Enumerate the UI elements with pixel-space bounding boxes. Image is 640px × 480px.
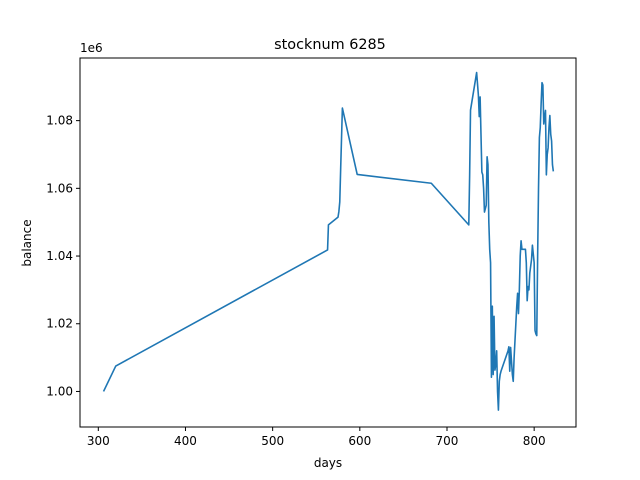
- y-tick-label: 1.08: [46, 114, 73, 128]
- x-tick-label: 600: [348, 434, 371, 448]
- x-tick-label: 700: [436, 434, 459, 448]
- x-tick-label: 800: [523, 434, 546, 448]
- y-offset-label: 1e6: [80, 41, 103, 55]
- y-axis-label: balance: [20, 219, 34, 266]
- series-line-0: [102, 71, 555, 411]
- x-axis: 300 400 500 600 700 800: [87, 427, 546, 448]
- y-tick-label: 1.06: [46, 181, 73, 195]
- y-tick-label: 1.00: [46, 384, 73, 398]
- x-tick-label: 500: [261, 434, 284, 448]
- x-axis-label: days: [314, 456, 342, 470]
- y-tick-label: 1.04: [46, 249, 73, 263]
- chart-title: stocknum 6285: [274, 37, 386, 53]
- x-tick-label: 400: [174, 434, 197, 448]
- axes-frame: [79, 57, 577, 428]
- y-tick-label: 1.02: [46, 317, 73, 331]
- y-axis: 1.00 1.02 1.04 1.06 1.08: [46, 114, 80, 398]
- x-tick-label: 300: [87, 434, 110, 448]
- plot-area: [102, 71, 555, 411]
